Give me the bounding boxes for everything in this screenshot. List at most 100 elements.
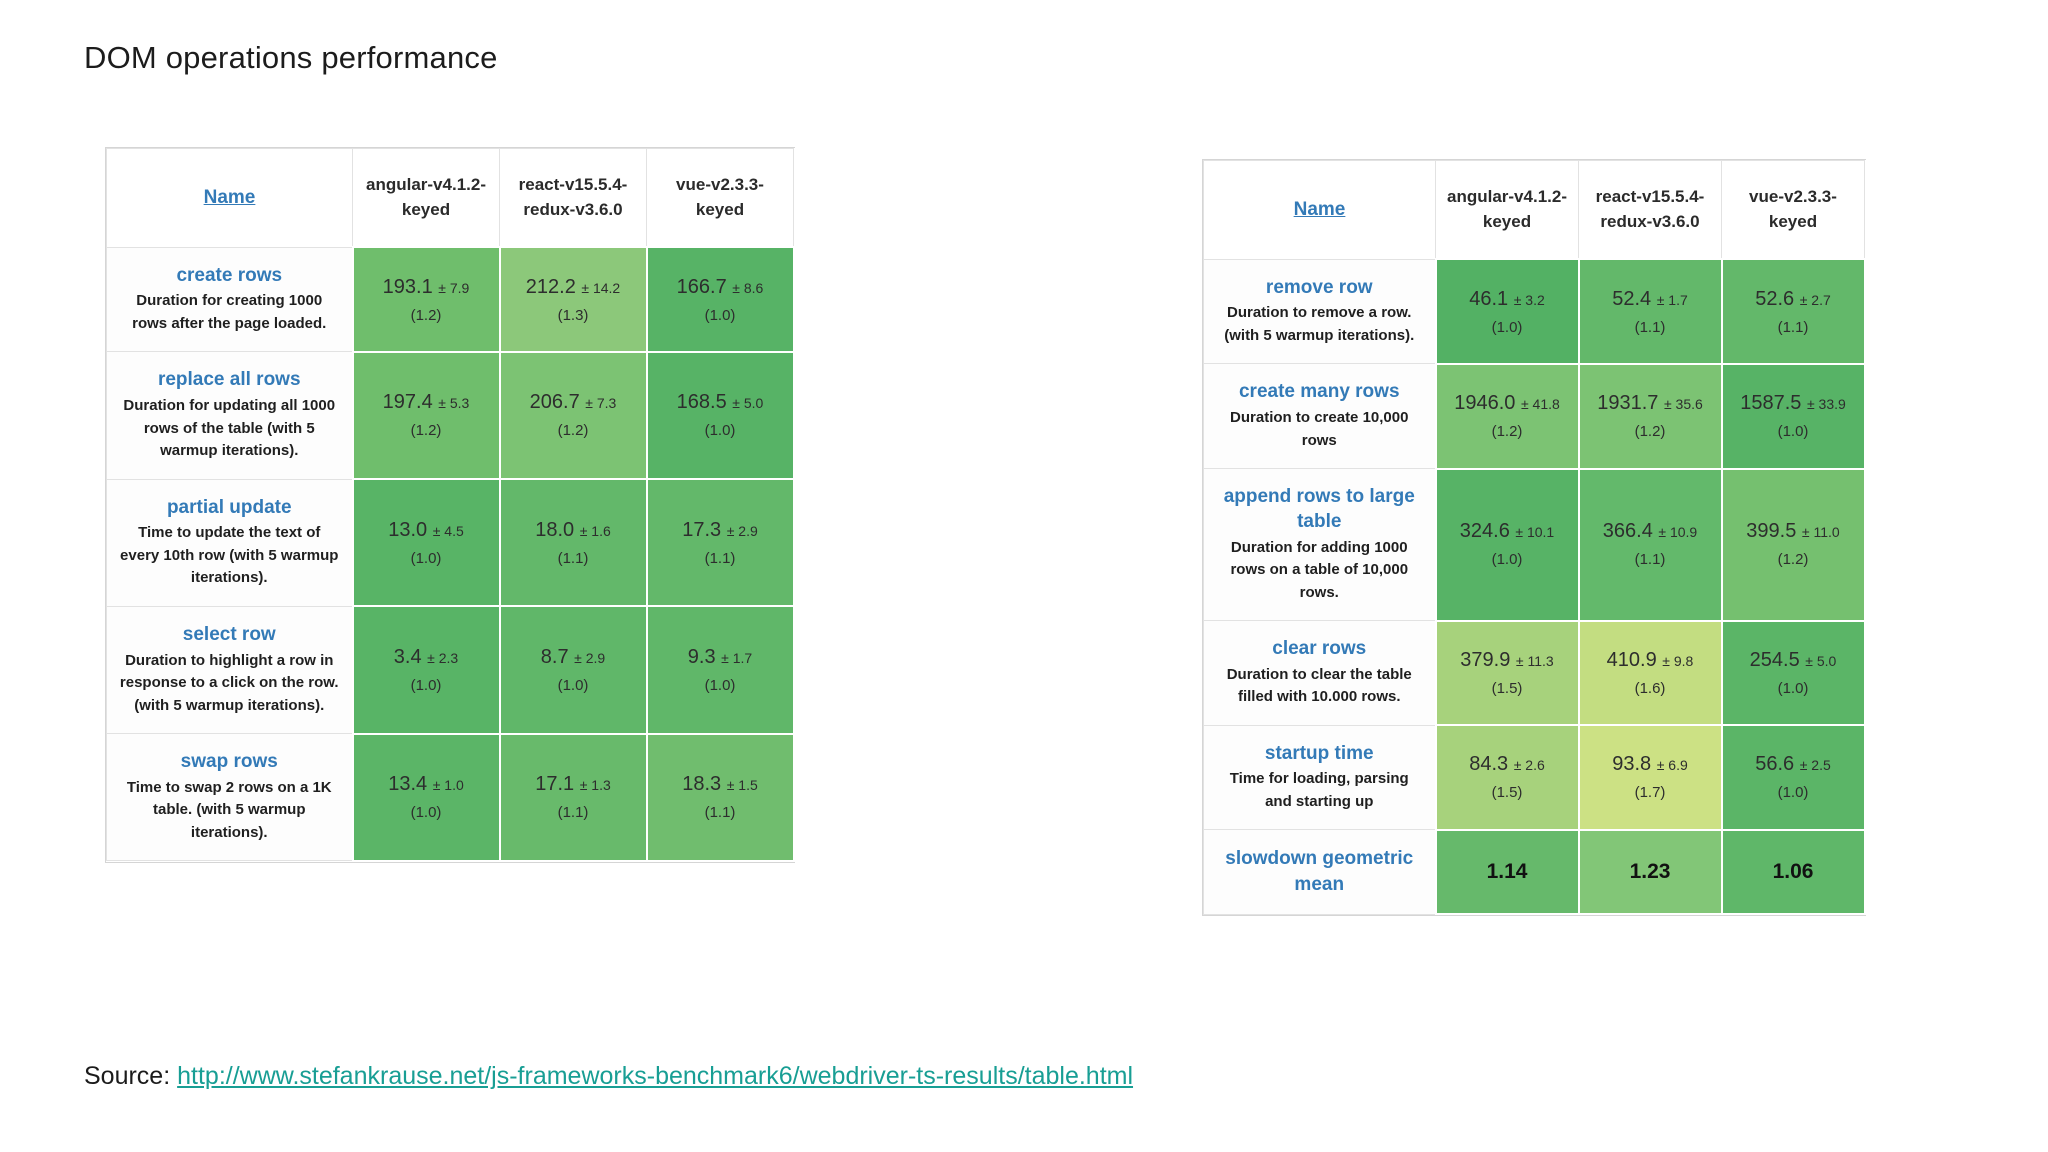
result-cell: 17.1 ± 1.3 (1.1) (498, 732, 648, 862)
result-cell: 52.6 ± 2.7 (1.1) (1720, 258, 1866, 365)
benchmark-description: Duration to create 10,000 rows (1230, 409, 1409, 449)
result-value: 52.4 (1612, 287, 1652, 310)
framework-column-header: angular-v4.1.2-keyed (1435, 160, 1579, 260)
result-factor: (1.2) (557, 422, 589, 440)
result-cell: 168.5 ± 5.0 (1.0) (645, 350, 795, 481)
benchmark-name-cell: create rows Duration for creating 1000 ro… (106, 246, 353, 353)
result-factor: (1.2) (410, 422, 442, 440)
benchmark-row: swap rows Time to swap 2 rows on a 1K tab… (106, 732, 795, 862)
result-value: 399.5 (1746, 520, 1797, 543)
benchmark-description: Duration for adding 1000 rows on a table… (1230, 538, 1409, 601)
benchmark-name-link[interactable]: append rows to large table (1223, 486, 1415, 532)
result-factor: (1.0) (1777, 423, 1809, 441)
benchmark-name-link[interactable]: remove row (1265, 276, 1373, 298)
result-factor: (1.1) (704, 549, 736, 567)
benchmark-name-cell: clear rows Duration to clear the table fi… (1203, 620, 1436, 726)
result-error: ± 7.9 (438, 279, 470, 296)
benchmark-row: create rows Duration for creating 1000 ro… (106, 246, 795, 353)
result-factor: (1.3) (557, 306, 589, 324)
result-factor: (1.5) (1491, 679, 1523, 697)
benchmark-name-link[interactable]: partial update (166, 496, 292, 518)
result-value: 3.4 (393, 645, 422, 668)
result-error: ± 1.0 (432, 777, 464, 793)
result-factor: (1.0) (704, 422, 736, 440)
result-value: 366.4 (1602, 520, 1653, 543)
framework-column-header: react-v15.5.4-redux-v3.6.0 (1578, 160, 1722, 260)
benchmark-name-link[interactable]: replace all rows (157, 369, 301, 391)
result-factor: (1.2) (1491, 423, 1523, 441)
framework-column-header: vue-v2.3.3-keyed (646, 148, 794, 248)
result-cell: 9.3 ± 1.7 (1.0) (645, 605, 795, 735)
result-cell: 366.4 ± 10.9 (1.1) (1577, 467, 1723, 622)
name-column-header: Name (106, 148, 353, 248)
summary-name-label: slowdown geometric mean (1225, 848, 1414, 896)
benchmark-name-cell: append rows to large table Duration for a… (1203, 468, 1436, 622)
result-error: ± 41.8 (1520, 396, 1560, 413)
header-row: Name angular-v4.1.2-keyed react-v15.5.4-re… (106, 148, 794, 248)
result-value: 1946.0 (1454, 392, 1516, 415)
summary-value-cell: 1.14 (1434, 828, 1580, 916)
result-value: 197.4 (382, 391, 433, 414)
result-factor: (1.0) (704, 306, 736, 324)
result-factor: (1.1) (1777, 318, 1809, 336)
result-value: 52.6 (1755, 287, 1795, 310)
benchmark-name-link[interactable]: swap rows (180, 751, 278, 773)
page-title: DOM operations performance (84, 40, 498, 75)
left-benchmark-table-container: Name angular-v4.1.2-keyed react-v15.5.4-re… (105, 147, 795, 863)
summary-row: slowdown geometric mean 1.14 1.23 1.06 (1203, 828, 1866, 916)
result-error: ± 2.6 (1513, 757, 1545, 774)
result-value: 193.1 (382, 275, 433, 298)
name-column-header: Name (1203, 160, 1436, 260)
result-value: 212.2 (525, 275, 576, 298)
benchmark-name-cell: remove row Duration to remove a row. (wit… (1203, 258, 1436, 365)
result-factor: (1.1) (1634, 318, 1666, 336)
result-value: 18.0 (535, 518, 575, 541)
result-cell: 56.6 ± 2.5 (1.0) (1720, 724, 1866, 831)
result-value: 1931.7 (1597, 392, 1659, 415)
result-factor: (1.2) (1777, 551, 1809, 569)
benchmark-row: select row Duration to highlight a row in… (106, 605, 795, 735)
result-cell: 197.4 ± 5.3 (1.2) (351, 350, 501, 481)
source-link[interactable]: http://www.stefankrause.net/js-framework… (177, 1062, 1134, 1090)
summary-value-cell: 1.06 (1720, 828, 1866, 916)
benchmark-row: startup time Time for loading, parsing an… (1203, 724, 1866, 831)
result-error: ± 14.2 (581, 279, 621, 296)
benchmark-name-link[interactable]: select row (182, 623, 276, 645)
result-value: 13.4 (388, 773, 428, 795)
result-cell: 254.5 ± 5.0 (1.0) (1720, 619, 1866, 727)
benchmark-name-link[interactable]: clear rows (1272, 638, 1367, 660)
result-error: ± 2.9 (574, 649, 606, 666)
result-factor: (1.1) (1634, 551, 1666, 569)
benchmark-description: Duration for updating all 1000 rows of t… (123, 397, 336, 460)
source-label: Source: (84, 1062, 171, 1090)
result-error: ± 1.5 (726, 777, 758, 793)
result-cell: 166.7 ± 8.6 (1.0) (645, 246, 795, 353)
result-factor: (1.0) (1491, 318, 1523, 336)
result-factor: (1.1) (557, 549, 589, 567)
result-value: 1587.5 (1740, 392, 1802, 415)
result-error: ± 1.6 (579, 522, 611, 539)
framework-column-header: angular-v4.1.2-keyed (352, 148, 500, 248)
result-value: 9.3 (687, 645, 716, 668)
result-error: ± 4.5 (432, 522, 464, 539)
benchmark-description: Time to swap 2 rows on a 1K table. (with… (126, 778, 332, 841)
result-factor: (1.0) (410, 804, 442, 821)
name-header-link[interactable]: Name (1293, 199, 1346, 221)
result-error: ± 5.0 (732, 395, 764, 412)
benchmark-description: Time for loading, parsing and starting u… (1229, 770, 1409, 810)
benchmark-description: Duration to remove a row. (with 5 warmup… (1224, 304, 1415, 344)
result-factor: (1.0) (1491, 551, 1523, 569)
result-error: ± 2.3 (427, 649, 459, 666)
result-factor: (1.1) (704, 804, 736, 821)
benchmark-name-cell: swap rows Time to swap 2 rows on a 1K tab… (106, 733, 353, 862)
benchmark-name-link[interactable]: startup time (1264, 742, 1374, 764)
result-cell: 212.2 ± 14.2 (1.3) (498, 246, 648, 353)
benchmark-description: Duration to clear the table filled with … (1226, 665, 1412, 706)
benchmark-name-link[interactable]: create many rows (1238, 381, 1400, 403)
name-header-link[interactable]: Name (203, 187, 256, 209)
result-value: 17.1 (535, 773, 575, 795)
benchmark-name-link[interactable]: create rows (176, 264, 283, 286)
result-cell: 1931.7 ± 35.6 (1.2) (1577, 362, 1723, 470)
result-cell: 93.8 ± 6.9 (1.7) (1577, 724, 1723, 831)
result-value: 56.6 (1755, 753, 1795, 776)
